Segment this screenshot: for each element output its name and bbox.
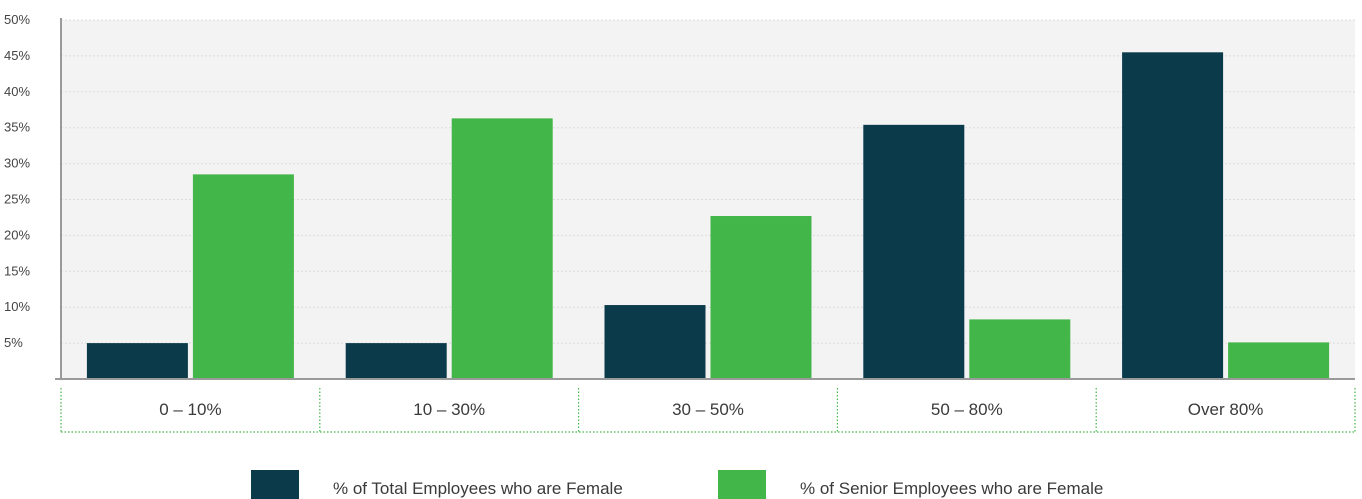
bars (86, 52, 1330, 380)
legend-swatch-senior (718, 470, 766, 499)
legend-item-senior: % of Senior Employees who are Female (718, 470, 1103, 499)
y-tick-label: 20% (4, 227, 30, 242)
x-tick-label: Over 80% (1188, 400, 1264, 419)
bar-senior-3 (969, 319, 1071, 379)
y-tick-label: 10% (4, 299, 30, 314)
y-tick-label: 25% (4, 192, 30, 207)
bar-total-2 (604, 305, 706, 379)
x-tick-label: 30 – 50% (672, 400, 744, 419)
y-tick-label: 35% (4, 120, 30, 135)
y-tick-label: 50% (4, 12, 30, 27)
bar-senior-2 (710, 216, 812, 379)
bar-chart: 5% 10% 15% 20% 25% 30% 35% 40% 45% 50% 0 – 10% 10 … (4, 12, 1356, 433)
bar-total-3 (863, 124, 965, 379)
y-axis-ticks: 5% 10% 15% 20% 25% 30% 35% 40% 45% 50% (4, 12, 30, 350)
y-tick-label: 40% (4, 84, 30, 99)
y-tick-label: 30% (4, 156, 30, 171)
y-tick-label: 45% (4, 48, 30, 63)
bar-senior-1 (451, 118, 553, 379)
legend-label-total: % of Total Employees who are Female (333, 479, 623, 498)
y-tick-label: 15% (4, 263, 30, 278)
bar-total-0 (86, 343, 188, 379)
bar-senior-4 (1228, 342, 1330, 379)
x-tick-label: 50 – 80% (931, 400, 1003, 419)
category-labels: 0 – 10% 10 – 30% 30 – 50% 50 – 80% Over 80% (60, 388, 1356, 433)
legend-swatch-total (251, 470, 299, 499)
bar-senior-0 (192, 174, 294, 379)
x-tick-label: 10 – 30% (413, 400, 485, 419)
x-tick-label: 0 – 10% (159, 400, 221, 419)
bar-total-4 (1122, 52, 1224, 380)
legend: % of Total Employees who are Female % of… (0, 470, 1362, 499)
y-tick-label: 5% (4, 335, 23, 350)
legend-label-senior: % of Senior Employees who are Female (800, 479, 1104, 498)
bar-total-1 (345, 343, 447, 379)
legend-item-total: % of Total Employees who are Female (251, 470, 623, 499)
